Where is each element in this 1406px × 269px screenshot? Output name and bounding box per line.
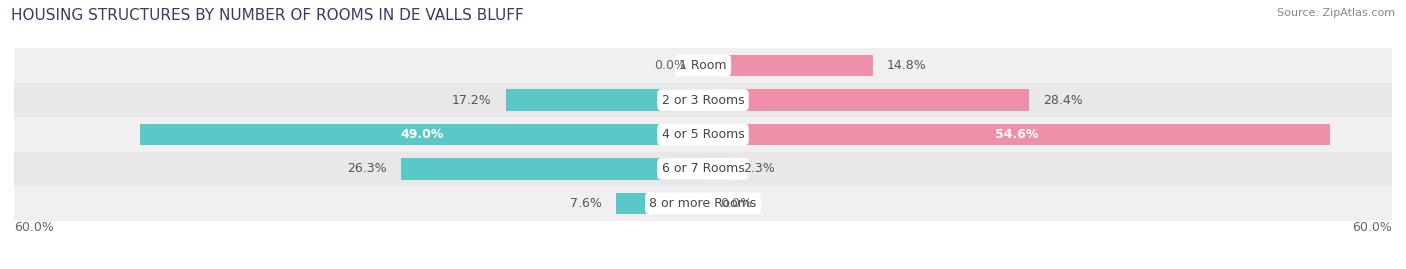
Text: 26.3%: 26.3% <box>347 162 387 175</box>
Bar <box>14 152 1392 186</box>
Text: 0.0%: 0.0% <box>720 197 752 210</box>
Bar <box>141 124 703 145</box>
Text: 6 or 7 Rooms: 6 or 7 Rooms <box>662 162 744 175</box>
Bar <box>14 83 1392 117</box>
Bar <box>703 55 873 76</box>
Text: 1 Room: 1 Room <box>679 59 727 72</box>
Text: 14.8%: 14.8% <box>887 59 927 72</box>
Text: HOUSING STRUCTURES BY NUMBER OF ROOMS IN DE VALLS BLUFF: HOUSING STRUCTURES BY NUMBER OF ROOMS IN… <box>11 8 524 23</box>
Text: 60.0%: 60.0% <box>1353 221 1392 233</box>
Text: 54.6%: 54.6% <box>995 128 1038 141</box>
Text: 17.2%: 17.2% <box>451 94 492 107</box>
Text: 28.4%: 28.4% <box>1043 94 1083 107</box>
Bar <box>14 117 1392 152</box>
Text: Source: ZipAtlas.com: Source: ZipAtlas.com <box>1277 8 1395 18</box>
Text: 4 or 5 Rooms: 4 or 5 Rooms <box>662 128 744 141</box>
Bar <box>14 186 1392 221</box>
Bar <box>401 158 703 180</box>
Bar <box>703 124 1330 145</box>
Text: 49.0%: 49.0% <box>399 128 443 141</box>
Text: 2.3%: 2.3% <box>744 162 775 175</box>
Bar <box>703 89 1029 111</box>
Bar <box>14 48 1392 83</box>
Text: 8 or more Rooms: 8 or more Rooms <box>650 197 756 210</box>
Bar <box>506 89 703 111</box>
Bar <box>703 158 730 180</box>
Bar <box>616 193 703 214</box>
Text: 0.0%: 0.0% <box>654 59 686 72</box>
Text: 60.0%: 60.0% <box>14 221 53 233</box>
Text: 7.6%: 7.6% <box>569 197 602 210</box>
Text: 2 or 3 Rooms: 2 or 3 Rooms <box>662 94 744 107</box>
